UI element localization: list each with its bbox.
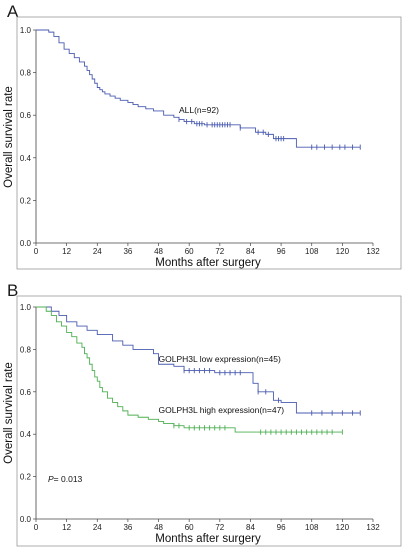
- y-tick-label: 0.6: [20, 388, 32, 397]
- y-tick-label: 0.2: [20, 196, 32, 205]
- x-tick-label: 36: [123, 523, 132, 532]
- series-label-1: ALL(n=92): [179, 105, 219, 115]
- y-tick-label: 0.0: [20, 515, 32, 524]
- x-tick-label: 84: [246, 247, 255, 256]
- panel-letter-a: A: [7, 2, 19, 21]
- y-tick-label: 0.4: [20, 430, 32, 439]
- x-tick-label: 84: [246, 523, 255, 532]
- p-value-annotation: P= 0.013: [48, 474, 83, 484]
- x-tick-label: 120: [336, 247, 350, 256]
- x-tick-label: 24: [93, 247, 102, 256]
- x-tick-label: 108: [305, 247, 319, 256]
- x-tick-label: 132: [366, 523, 380, 532]
- y-axis-title-a: Overall survival rate: [3, 86, 15, 188]
- survival-curve-2: [36, 306, 343, 433]
- y-tick-label: 0.4: [20, 154, 32, 163]
- y-tick-label: 0.8: [20, 345, 32, 354]
- panel-letter-b: B: [7, 281, 19, 300]
- tick-group-b: 0 12 24 36 48 60 72 84 96 108 120 132 0.0 0.2 0.4 0.6 0.…: [20, 303, 380, 532]
- x-tick-label: 60: [185, 247, 194, 256]
- x-tick-label: 0: [34, 247, 39, 256]
- curve-group-b: GOLPH3L low expression(n=45) GOLPH3L high…: [36, 306, 361, 435]
- curve-group-a: ALL(n=92): [36, 29, 361, 150]
- x-tick-label: 12: [62, 247, 71, 256]
- series-label-1: GOLPH3L low expression(n=45): [159, 354, 281, 364]
- panel-b: Overall survival rate Months after surge…: [3, 295, 402, 547]
- panel-a: Overall survival rate Months after surge…: [3, 16, 402, 270]
- x-tick-label: 48: [154, 247, 163, 256]
- x-tick-label: 48: [154, 523, 163, 532]
- y-tick-label: 1.0: [20, 26, 32, 35]
- y-tick-label: 0.8: [20, 69, 32, 78]
- x-axis-title-b: Months after surgery: [155, 533, 261, 545]
- y-tick-label: 0.6: [20, 111, 32, 120]
- x-tick-label: 60: [185, 523, 194, 532]
- x-tick-label: 96: [277, 523, 286, 532]
- x-tick-label: 12: [62, 523, 71, 532]
- x-tick-label: 0: [34, 523, 39, 532]
- y-tick-label: 0.0: [20, 239, 32, 248]
- survival-curve-1: [36, 29, 361, 148]
- x-tick-label: 108: [305, 523, 319, 532]
- x-tick-label: 24: [93, 523, 102, 532]
- x-tick-label: 132: [366, 247, 380, 256]
- series-label-2: GOLPH3L high expression(n=47): [159, 405, 285, 415]
- x-tick-label: 96: [277, 247, 286, 256]
- tick-group-a: 0 12 24 36 48 60 72 84 96 108 120 132 0.0 0.2 0.4 0.6 0.…: [20, 26, 380, 256]
- x-tick-label: 72: [215, 247, 224, 256]
- plot-frame-a: [16, 16, 402, 270]
- plot-frame-b: [16, 295, 402, 547]
- p-value-text: = 0.013: [54, 474, 83, 484]
- x-axis-title-a: Months after surgery: [155, 257, 261, 269]
- x-tick-label: 120: [336, 523, 350, 532]
- p-value-symbol: P: [48, 474, 54, 484]
- x-tick-label: 36: [123, 247, 132, 256]
- y-tick-label: 0.2: [20, 473, 32, 482]
- y-axis-title-b: Overall survival rate: [3, 362, 15, 464]
- x-tick-label: 72: [215, 523, 224, 532]
- y-tick-label: 1.0: [20, 303, 32, 312]
